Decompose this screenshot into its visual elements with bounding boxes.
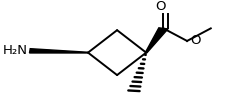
Polygon shape	[29, 49, 88, 53]
Polygon shape	[145, 28, 167, 53]
Text: O: O	[190, 34, 200, 47]
Text: O: O	[155, 0, 165, 13]
Text: H₂N: H₂N	[3, 44, 28, 57]
